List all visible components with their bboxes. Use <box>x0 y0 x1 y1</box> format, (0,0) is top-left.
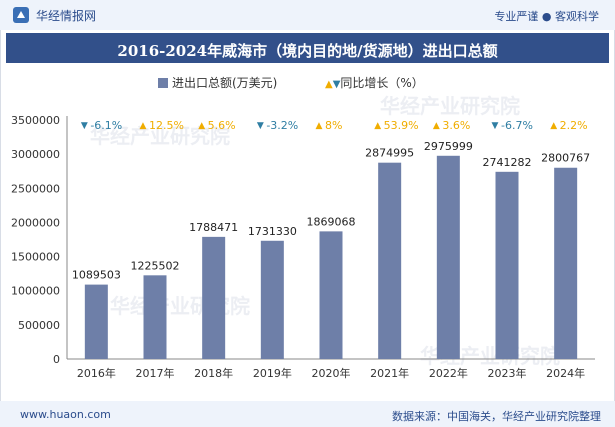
legend-total-label: 进出口总额(万美元) <box>172 76 278 90</box>
growth-label: -6.7% <box>501 119 533 132</box>
growth-up-icon: ▲ <box>140 121 147 131</box>
y-tick-label: 2500000 <box>11 182 60 195</box>
slogan: 专业严谨 ● 客观科学 <box>494 10 599 23</box>
y-tick-label: 3000000 <box>11 148 60 161</box>
x-tick-label: 2021年 <box>370 366 409 380</box>
y-tick-label: 500000 <box>18 319 60 332</box>
growth-label: 5.6% <box>208 119 236 132</box>
growth-down-icon: ▼ <box>492 121 499 131</box>
x-tick-label: 2020年 <box>312 366 351 380</box>
x-tick-label: 2019年 <box>253 366 292 380</box>
footer-url[interactable]: www.huaon.com <box>20 408 111 421</box>
legend: 进出口总额(万美元) ▲▼同比增长（%） <box>0 74 615 90</box>
bar <box>554 167 578 359</box>
bar <box>319 231 343 359</box>
logo-icon <box>13 7 29 23</box>
legend-growth-label: 同比增长（%） <box>340 76 424 90</box>
y-tick-label: 3500000 <box>11 114 60 127</box>
growth-down-icon: ▼ <box>81 121 88 131</box>
bar-value-label: 1731330 <box>248 225 297 238</box>
growth-up-icon: ▲ <box>550 121 557 131</box>
bar <box>436 155 460 359</box>
growth-label: 8% <box>325 119 342 132</box>
chart-title: 2016-2024年威海市（境内目的地/货源地）进出口总额 <box>117 42 498 60</box>
bar <box>260 240 284 359</box>
footer: www.huaon.com 数据来源：中国海关，华经产业研究院整理 <box>0 401 615 427</box>
watermark: 华经产业研究院 <box>110 294 250 318</box>
growth-up-icon: ▲ <box>374 121 381 131</box>
x-tick-label: 2022年 <box>429 366 468 380</box>
data-source: 数据来源：中国海关，华经产业研究院整理 <box>392 410 601 423</box>
growth-label: 53.9% <box>384 119 419 132</box>
triangle-down-icon: ▼ <box>332 79 341 90</box>
x-tick-label: 2023年 <box>488 366 527 380</box>
site-name[interactable]: 华经情报网 <box>36 9 97 23</box>
bar-value-label: 1788471 <box>189 221 238 234</box>
growth-up-icon: ▲ <box>198 121 205 131</box>
x-tick-label: 2024年 <box>546 366 585 380</box>
growth-label: 3.6% <box>442 119 470 132</box>
legend-item-growth: ▲▼同比增长（%） <box>325 74 424 91</box>
bar <box>495 171 519 359</box>
watermark: 华经产业研究院 <box>380 94 520 118</box>
bar-value-label: 1869068 <box>307 215 356 228</box>
legend-bar-swatch <box>158 78 168 88</box>
growth-up-icon: ▲ <box>316 121 323 131</box>
bar-value-label: 1225502 <box>131 259 180 272</box>
bar-value-label: 1089503 <box>72 269 121 282</box>
bar <box>143 275 167 359</box>
y-tick-label: 1000000 <box>11 285 60 298</box>
x-tick-label: 2017年 <box>136 366 175 380</box>
title-bar: 2016-2024年威海市（境内目的地/货源地）进出口总额 <box>6 33 609 63</box>
growth-label: 12.5% <box>149 119 184 132</box>
bar-value-label: 2800767 <box>541 152 590 165</box>
bar <box>84 284 108 359</box>
top-bar: 华经情报网 专业严谨 ● 客观科学 <box>0 0 615 30</box>
x-tick-label: 2018年 <box>194 366 233 380</box>
growth-up-icon: ▲ <box>433 121 440 131</box>
growth-down-icon: ▼ <box>257 121 264 131</box>
growth-label: -6.1% <box>90 119 122 132</box>
legend-item-total: 进出口总额(万美元) <box>158 74 277 91</box>
y-tick-label: 2000000 <box>11 216 60 229</box>
x-tick-label: 2016年 <box>77 366 116 380</box>
growth-label: 2.2% <box>560 119 588 132</box>
bar-value-label: 2741282 <box>483 156 532 169</box>
bar-value-label: 2975999 <box>424 140 473 153</box>
growth-label: -3.2% <box>266 119 298 132</box>
y-tick-label: 0 <box>53 353 60 366</box>
bar-value-label: 2874995 <box>365 147 414 160</box>
bar <box>378 162 402 359</box>
bar <box>202 236 226 359</box>
triangle-up-icon: ▲ <box>325 79 333 90</box>
y-tick-label: 1500000 <box>11 251 60 264</box>
watermark: 华经产业研究院 <box>90 124 230 148</box>
